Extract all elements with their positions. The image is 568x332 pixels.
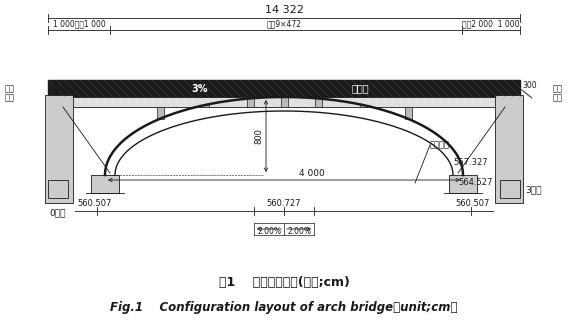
Text: φ 300: φ 300	[55, 84, 77, 93]
Text: 主线: 主线	[5, 84, 15, 93]
Text: 560.727: 560.727	[267, 199, 301, 208]
Text: 图1    拱桥桥型布置(单位;cm): 图1 拱桥桥型布置(单位;cm)	[219, 276, 349, 289]
Text: 564.527: 564.527	[458, 178, 492, 187]
Text: 3号台: 3号台	[525, 186, 541, 195]
Text: 300: 300	[522, 80, 537, 90]
Text: 右侧: 右侧	[553, 93, 563, 102]
Text: 560.507: 560.507	[78, 199, 112, 208]
Text: 主线: 主线	[553, 84, 563, 93]
Bar	[48, 180, 68, 198]
Text: 2.00%: 2.00%	[287, 226, 311, 235]
Bar	[500, 180, 520, 198]
Text: 原地面线: 原地面线	[430, 140, 450, 149]
Text: 1 000引孔1 000: 1 000引孔1 000	[53, 19, 106, 28]
Text: 主孔9×472: 主孔9×472	[266, 19, 302, 28]
Bar	[404, 107, 411, 119]
Bar	[449, 175, 477, 193]
Text: 防抛网: 防抛网	[351, 84, 369, 94]
Bar	[247, 98, 253, 107]
Bar	[45, 95, 73, 203]
Text: 0号台: 0号台	[50, 208, 66, 217]
Text: 左侧: 左侧	[5, 93, 15, 102]
Text: 14 322: 14 322	[265, 5, 303, 15]
Text: 560.507: 560.507	[456, 199, 490, 208]
Bar	[91, 175, 119, 193]
Bar	[202, 105, 208, 107]
Text: 567.327: 567.327	[453, 158, 487, 167]
Bar	[157, 107, 164, 119]
Text: 800: 800	[254, 128, 263, 144]
Text: 2.00%: 2.00%	[257, 226, 281, 235]
Text: 4 000: 4 000	[299, 169, 325, 178]
Text: 引孔2 000  1 000: 引孔2 000 1 000	[462, 19, 520, 28]
Bar	[48, 80, 520, 97]
Bar	[281, 97, 287, 107]
Text: Fig.1    Configuration layout of arch bridge（unit;cm）: Fig.1 Configuration layout of arch bridg…	[110, 301, 458, 314]
Bar	[315, 98, 321, 107]
Bar	[360, 105, 366, 107]
Text: 3%: 3%	[192, 84, 208, 94]
Bar	[48, 97, 520, 107]
Bar	[495, 95, 523, 203]
